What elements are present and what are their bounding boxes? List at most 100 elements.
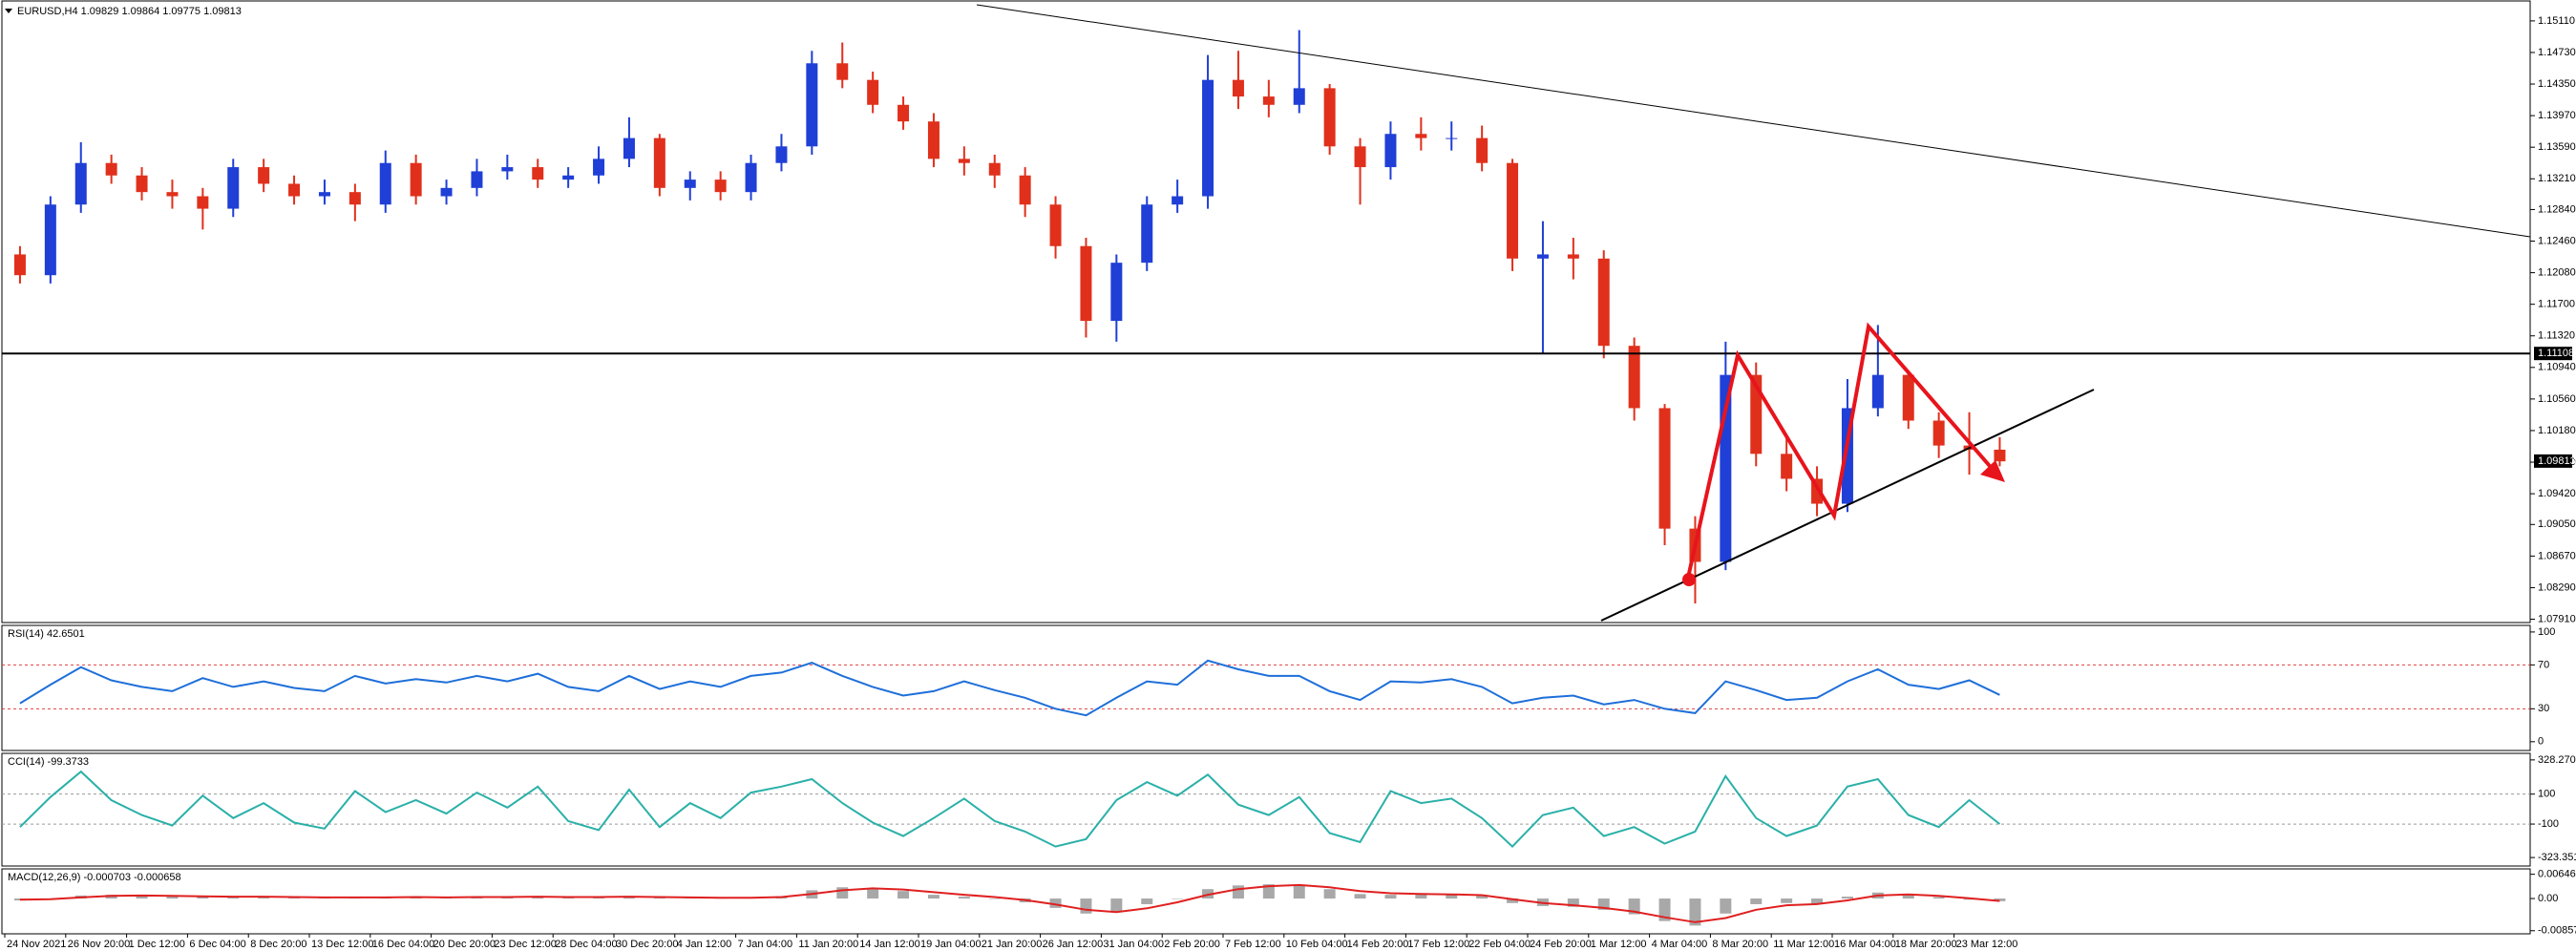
macd-bar — [197, 896, 209, 899]
macd-bar — [1476, 895, 1489, 899]
macd-bar — [136, 895, 148, 899]
macd-bar — [227, 897, 240, 899]
y-tick-label: 1.11700 — [2538, 299, 2575, 310]
x-tick-label: 11 Jan 20:00 — [798, 939, 858, 950]
y-tick-label: 1.08290 — [2538, 581, 2576, 593]
macd-bar — [1446, 894, 1458, 899]
y-tick-label: -0.008574 — [2538, 925, 2576, 937]
x-tick-label: 30 Dec 20:00 — [616, 939, 678, 950]
candle-body — [1019, 175, 1031, 205]
candle-body — [653, 137, 665, 188]
candle-body — [1415, 134, 1427, 138]
candle-body — [1202, 79, 1214, 197]
macd-bar — [1658, 898, 1671, 921]
macd-bar — [1110, 898, 1123, 912]
candle-body — [1567, 254, 1579, 259]
x-tick-label: 7 Jan 04:00 — [738, 939, 793, 950]
candle-body — [1507, 162, 1519, 259]
candle-body — [958, 158, 970, 163]
x-tick-label: 14 Jan 12:00 — [859, 939, 920, 950]
x-tick-label: 24 Feb 20:00 — [1530, 939, 1592, 950]
x-tick-label: 28 Dec 04:00 — [555, 939, 617, 950]
x-tick-label: 6 Dec 04:00 — [189, 939, 245, 950]
y-tick-label: 1.10560 — [2538, 393, 2576, 405]
candle-body — [623, 137, 635, 159]
y-tick-label: 1.07910 — [2538, 613, 2576, 624]
candle-body — [1354, 146, 1366, 168]
candle-body — [471, 171, 483, 188]
macd-bar — [1354, 894, 1366, 899]
macd-bar — [927, 895, 940, 899]
y-tick-label: 0.006468 — [2538, 869, 2576, 880]
candle-body — [1049, 204, 1062, 246]
y-tick-label: 0.00 — [2538, 893, 2558, 904]
x-tick-label: 7 Feb 12:00 — [1225, 939, 1281, 950]
y-tick-label: 1.09050 — [2538, 518, 2576, 530]
macd-bar — [1811, 898, 1824, 904]
macd-bar — [1841, 897, 1853, 899]
chart-header: EURUSD,H4 1.09829 1.09864 1.09775 1.0981… — [17, 6, 242, 17]
cci-panel — [1, 752, 2531, 867]
indicator-line — [19, 659, 2000, 717]
level-box — [2534, 347, 2572, 361]
candle-body — [1384, 134, 1397, 168]
y-tick-label: 70 — [2538, 659, 2549, 670]
x-tick-label: 19 Jan 04:00 — [920, 939, 982, 950]
macd-bar — [1232, 885, 1244, 899]
macd-bar — [166, 897, 179, 899]
x-tick-label: 13 Dec 12:00 — [311, 939, 373, 950]
candle-body — [775, 146, 788, 163]
candle-body — [1172, 196, 1184, 205]
y-tick-label: 1.12840 — [2538, 203, 2576, 215]
candle-body — [348, 192, 361, 205]
indicator-label: MACD(12,26,9) -0.000703 -0.000658 — [8, 872, 181, 883]
macd-bar — [1293, 884, 1305, 899]
y-tick-label: 1.11320 — [2538, 330, 2575, 342]
y-tick-label: 1.12460 — [2538, 235, 2576, 246]
x-tick-label: 18 Mar 20:00 — [1895, 939, 1957, 950]
x-tick-label: 8 Mar 20:00 — [1712, 939, 1768, 950]
y-tick-label: 30 — [2538, 703, 2549, 714]
candle-body — [1110, 263, 1123, 322]
candle-body — [1141, 204, 1153, 264]
y-tick-label: 100 — [2538, 626, 2555, 638]
macd-bar — [1080, 898, 1092, 914]
x-tick-label: 16 Dec 04:00 — [372, 939, 434, 950]
macd-bar — [1750, 898, 1763, 904]
y-tick-label: -100 — [2538, 818, 2559, 830]
x-tick-label: 16 Mar 04:00 — [1834, 939, 1896, 950]
y-tick-label: 1.14730 — [2538, 47, 2576, 58]
x-tick-label: 4 Jan 12:00 — [677, 939, 732, 950]
current-price-box — [2534, 454, 2572, 468]
candle-body — [867, 79, 879, 105]
candle-body — [74, 162, 87, 205]
candle-body — [532, 167, 544, 180]
indicator-label: RSI(14) 42.6501 — [8, 628, 85, 640]
macd-bar — [1141, 898, 1153, 904]
y-tick-label: 100 — [2538, 789, 2555, 800]
pattern-zigzag — [1686, 322, 1997, 579]
candle-body — [1994, 449, 2006, 462]
macd-bar — [1781, 898, 1793, 903]
macd-bar — [958, 897, 970, 899]
x-tick-label: 14 Feb 20:00 — [1347, 939, 1409, 950]
y-tick-label: 1.12080 — [2538, 267, 2576, 279]
candle-body — [1781, 454, 1793, 479]
y-tick-label: 1.13590 — [2538, 141, 2576, 153]
candle-body — [105, 162, 117, 176]
candle-body — [1597, 258, 1610, 347]
pattern-arrowhead — [1980, 460, 2005, 482]
candle-body — [897, 104, 910, 122]
rsi-panel — [1, 624, 2531, 751]
y-tick-label: 1.13210 — [2538, 173, 2576, 184]
macd-panel — [1, 868, 2531, 935]
macd-bar — [1689, 898, 1701, 926]
signal-line — [19, 883, 2000, 923]
macd-bar — [867, 888, 879, 899]
x-tick-label: 21 Jan 20:00 — [982, 939, 1043, 950]
resistance-trendline — [976, 4, 2531, 238]
macd-bar — [1720, 898, 1732, 914]
x-tick-label: 26 Nov 20:00 — [68, 939, 130, 950]
y-tick-label: 1.15110 — [2538, 15, 2575, 27]
